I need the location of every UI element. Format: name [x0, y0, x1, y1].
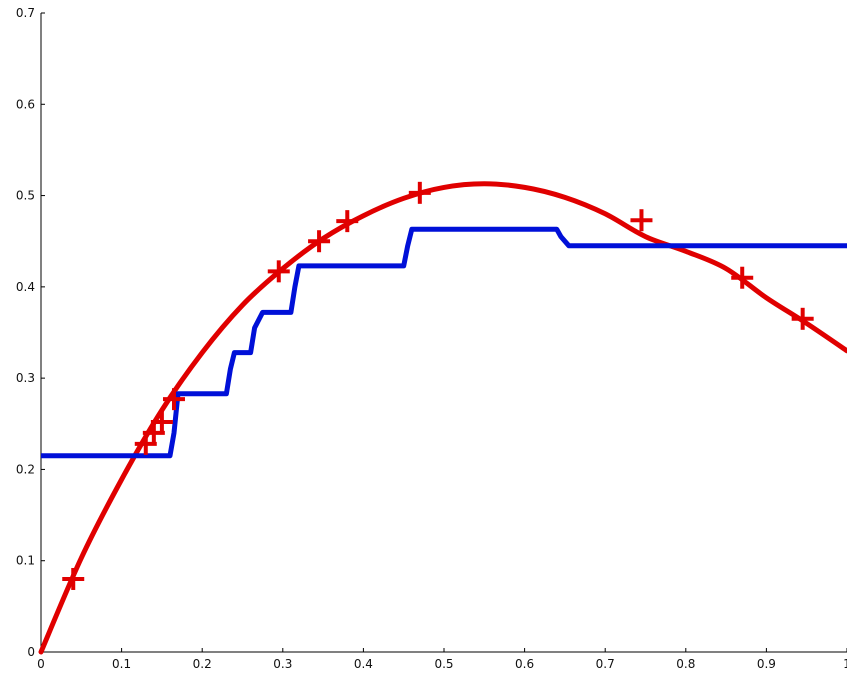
data-point-plus-marker [162, 388, 185, 411]
axes: 0 0.1 0.2 0.3 0.4 0.5 0.6 0.7 0 0.1 0.2 0.3 0.4 0.5 0.… [16, 6, 847, 671]
x-tick-label: 0.7 [596, 657, 615, 671]
data-point-plus-marker [791, 307, 814, 330]
data-point-plus-marker [630, 209, 653, 232]
blue-step-line [41, 226, 847, 459]
data-point-plus-marker [308, 230, 331, 253]
data-point-plus-marker [336, 210, 359, 233]
y-tick-label: 0.1 [16, 554, 35, 568]
y-tick-label: 0.6 [16, 97, 35, 111]
y-tick-label: 0.4 [16, 280, 35, 294]
data-point-plus-marker [62, 567, 85, 590]
y-tick-label: 0.5 [16, 189, 35, 203]
x-tick-label: 0.9 [757, 657, 776, 671]
data-point-plus-marker [731, 266, 754, 289]
x-tick-label: 0.4 [354, 657, 373, 671]
x-tick-label: 1 [843, 657, 847, 671]
x-tick-label: 0.3 [273, 657, 292, 671]
data-point-plus-marker [267, 260, 290, 283]
y-tick-label: 0.2 [16, 462, 35, 476]
x-tick-label: 0.1 [112, 657, 131, 671]
x-tick-label: 0.2 [193, 657, 212, 671]
data-point-plus-marker [408, 181, 431, 204]
series-layer [38, 181, 847, 655]
x-tick-label: 0.8 [676, 657, 695, 671]
y-tick-label: 0.7 [16, 6, 35, 20]
red-curve [38, 181, 847, 655]
data-point-plus-marker [150, 410, 173, 433]
y-tick-label: 0 [27, 645, 35, 659]
x-tick-label: 0.6 [515, 657, 534, 671]
x-tick-label: 0.5 [434, 657, 453, 671]
x-tick-label: 0 [37, 657, 45, 671]
y-tick-label: 0.3 [16, 371, 35, 385]
